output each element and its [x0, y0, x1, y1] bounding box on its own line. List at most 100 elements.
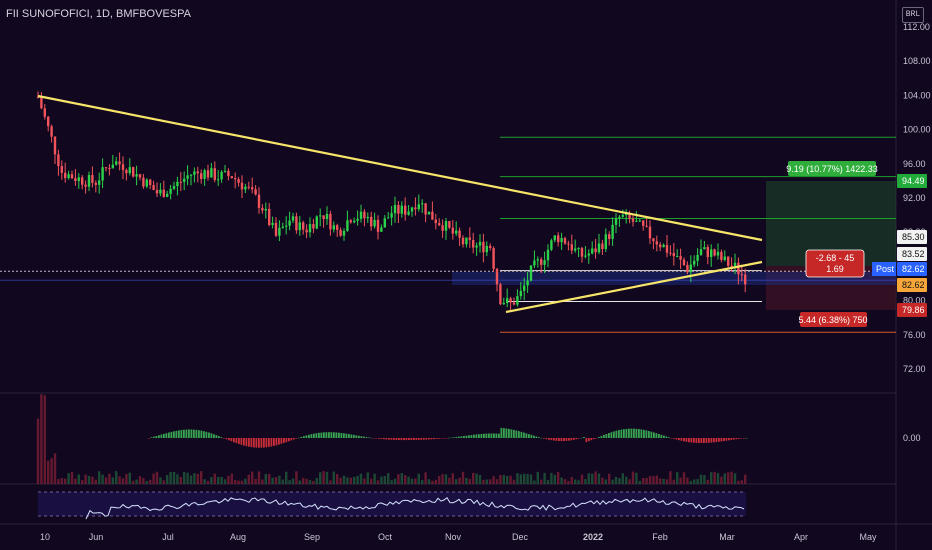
volume-bar: [475, 473, 478, 484]
oscillator-bar: [378, 438, 380, 439]
oscillator-bar: [270, 438, 273, 447]
volume-bar: [720, 476, 723, 484]
candle-body: [621, 215, 624, 217]
oscillator-bar: [410, 438, 413, 441]
volume-bar: [655, 475, 658, 484]
oscillator-bar: [500, 427, 503, 438]
volume-bar: [427, 479, 431, 484]
oscillator-bar: [283, 438, 285, 443]
volume-bar: [594, 471, 597, 484]
oscillator-bar: [153, 436, 155, 438]
candle-body: [618, 216, 621, 219]
price-tag-box: [897, 230, 927, 244]
candle-body: [723, 256, 726, 260]
volume-bar: [91, 476, 94, 484]
volume-bar: [744, 474, 747, 484]
volume-bar: [638, 480, 641, 484]
candle-body: [424, 203, 427, 215]
oscillator-bar: [220, 437, 223, 438]
oscillator-bar: [355, 435, 358, 438]
candle-body: [285, 225, 288, 227]
volume-bar: [84, 474, 87, 484]
volume-bar: [533, 480, 536, 484]
volume-bar: [257, 471, 261, 484]
oscillator-bar: [303, 436, 305, 438]
oscillator-bar: [565, 438, 568, 441]
time-axis-label: Mar: [719, 532, 735, 542]
volume-bar: [36, 418, 40, 484]
currency-button[interactable]: BRL: [902, 7, 924, 23]
candle-body: [77, 177, 80, 182]
oscillator-bar: [265, 438, 268, 448]
oscillator-bar: [168, 432, 170, 438]
oscillator-bar: [198, 430, 200, 438]
volume-bar: [733, 473, 737, 484]
oscillator-bar: [268, 438, 270, 447]
volume-bar: [346, 477, 349, 484]
candle-body: [441, 225, 444, 231]
candle-body: [706, 247, 709, 258]
candle-body: [295, 216, 298, 231]
oscillator-bar: [250, 438, 253, 448]
candle-body: [533, 260, 536, 266]
volume-bar: [145, 480, 148, 484]
oscillator-bar: [628, 428, 630, 438]
volume-bar: [625, 476, 628, 484]
candle-body: [115, 161, 118, 165]
oscillator-bar: [603, 434, 605, 438]
volume-bar: [577, 480, 580, 484]
oscillator-bar: [733, 438, 735, 440]
candle-body: [244, 186, 247, 190]
volume-bar: [189, 475, 193, 484]
volume-bar: [217, 477, 220, 484]
candle-body: [482, 241, 485, 253]
oscillator-bar: [455, 436, 458, 438]
candle-body: [111, 164, 114, 169]
oscillator-bar: [675, 438, 678, 440]
volume-bar: [495, 479, 499, 484]
volume-bar: [101, 474, 104, 484]
oscillator-bar: [575, 438, 578, 440]
oscillator-bar: [695, 438, 698, 443]
volume-bar: [502, 474, 505, 484]
oscillator-bar: [293, 438, 295, 440]
volume-bar: [40, 394, 43, 484]
price-tick-label: 72.00: [903, 364, 926, 374]
candle-body: [506, 298, 509, 303]
volume-bar: [499, 475, 502, 484]
volume-bar: [94, 479, 97, 484]
volume-bar: [183, 471, 186, 484]
price-tag-box: [897, 174, 927, 188]
volume-bar: [111, 477, 114, 484]
oscillator-bar: [670, 438, 673, 439]
oscillator-bar: [610, 432, 613, 438]
oscillator-bar: [663, 435, 665, 438]
oscillator-bar: [458, 436, 460, 438]
oscillator-bar: [345, 433, 348, 438]
volume-bar: [298, 480, 301, 484]
candle-body: [560, 238, 563, 243]
candle-body: [186, 175, 189, 179]
candle-body: [696, 254, 699, 261]
volume-bar: [478, 475, 482, 484]
volume-bar: [587, 473, 590, 484]
oscillator-bar: [718, 438, 720, 442]
candle-body: [319, 215, 322, 217]
candle-body: [557, 235, 560, 243]
oscillator-bar: [528, 434, 530, 438]
oscillator-bar: [613, 431, 615, 438]
volume-bar: [128, 472, 131, 484]
candle-body: [475, 245, 478, 248]
candle-body: [478, 241, 482, 246]
oscillator-bar: [243, 438, 245, 446]
candle-body: [217, 179, 220, 181]
volume-bar: [325, 471, 329, 484]
price-tag-value: 82.62: [902, 280, 925, 290]
price-tag-value: 94.49: [902, 176, 925, 186]
volume-bar: [291, 478, 295, 484]
oscillator-bar: [508, 428, 510, 438]
time-axis-label: Apr: [794, 532, 808, 542]
oscillator-bar: [428, 438, 430, 440]
volume-bar: [206, 480, 210, 484]
